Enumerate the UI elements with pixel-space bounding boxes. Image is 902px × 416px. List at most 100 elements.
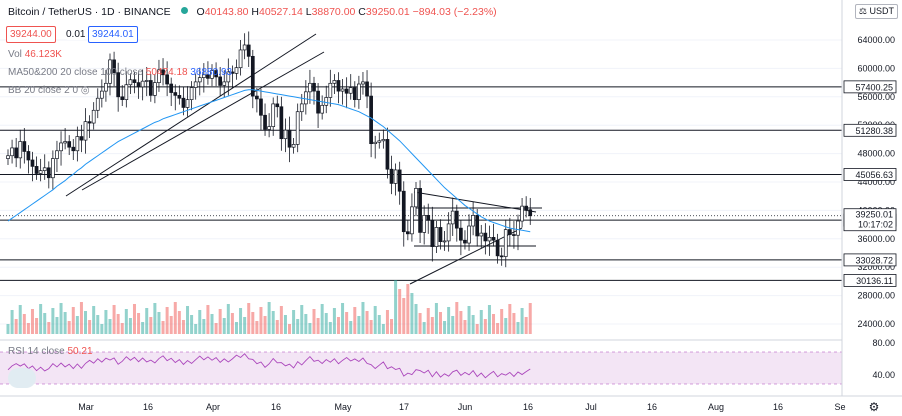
tradingview-logo[interactable]	[8, 368, 36, 388]
volume-bar	[104, 310, 108, 334]
volume-bar	[292, 310, 296, 334]
volume-bar	[51, 308, 55, 334]
volume-bar	[116, 314, 120, 334]
volume-bar	[516, 322, 520, 334]
time-tick-label: Jun	[458, 402, 473, 412]
candle-body	[491, 237, 496, 241]
candle-body	[393, 169, 398, 184]
volume-bar	[500, 309, 504, 334]
price-tick-label: 48000.00	[857, 149, 895, 159]
price-tick-label: 24000.00	[857, 319, 895, 329]
high-value: 40527.14	[259, 6, 303, 18]
candle-body	[230, 71, 235, 74]
candle-body	[446, 223, 451, 242]
volume-legend[interactable]: Vol 46.123K	[8, 49, 62, 60]
candle-body	[467, 225, 471, 244]
volume-bar	[451, 316, 455, 334]
candle-body	[104, 82, 108, 92]
level-label-box	[843, 274, 897, 287]
buy-button[interactable]: 39244.01	[88, 26, 138, 43]
volume-bar	[214, 323, 218, 334]
candle-body	[87, 121, 92, 124]
gear-icon[interactable]: ⚙	[869, 400, 880, 414]
volume-bar	[434, 303, 438, 334]
trendline	[409, 227, 523, 285]
candle-body	[161, 69, 165, 76]
rsi-pane	[0, 339, 902, 385]
eye-hidden-icon[interactable]: ◎	[80, 85, 90, 96]
candle-body	[108, 59, 112, 84]
candle-body	[91, 109, 96, 124]
volume-bar	[492, 314, 496, 334]
level-label: 45056.63	[855, 170, 893, 180]
rsi-value: 50.21	[67, 346, 93, 357]
candle-body	[157, 69, 161, 83]
time-tick-label: 16	[773, 402, 783, 412]
bb-legend[interactable]: BB 20 close 2 0 ◎	[8, 85, 90, 96]
volume-bar	[353, 307, 357, 334]
volume-bar	[385, 310, 389, 334]
volume-bar	[239, 308, 243, 334]
price-tick-label: 60000.00	[857, 63, 895, 73]
price-tick-label: 56000.00	[857, 92, 895, 102]
volume-bar	[30, 309, 34, 334]
volume-bar	[271, 311, 275, 334]
candle-body	[316, 90, 320, 114]
volume-bar	[390, 319, 394, 334]
level-label: 33028.72	[855, 255, 893, 265]
volume-bar	[190, 315, 194, 334]
candle-body	[259, 98, 263, 116]
ma-legend[interactable]: MA50&200 20 close 100 close 50474.18 368…	[8, 67, 233, 78]
volume-bar	[210, 314, 214, 334]
volume-bar	[165, 307, 169, 334]
price-tick-label: 36000.00	[857, 234, 895, 244]
candle-body	[26, 151, 31, 161]
symbol-title[interactable]: Bitcoin / TetherUS · 1D · BINANCE	[8, 6, 171, 18]
candle-body	[14, 147, 19, 159]
volume-bar	[63, 312, 67, 334]
candle-body	[299, 103, 304, 113]
rsi-legend[interactable]: RSI 14 close 50.21	[8, 346, 93, 357]
volume-bar	[402, 298, 406, 334]
candle-body	[55, 150, 59, 159]
volume-bar	[67, 321, 71, 334]
rsi-band	[0, 352, 842, 384]
candle-body	[185, 99, 190, 108]
candle-body	[263, 114, 267, 130]
trendlines	[65, 33, 542, 285]
volume-bar	[186, 306, 190, 334]
volume-bar	[22, 314, 26, 334]
volume-bar	[308, 323, 312, 334]
time-tick-label: 16	[523, 402, 533, 412]
candle-body	[169, 83, 174, 93]
level-label-box	[843, 123, 897, 137]
spread-value: 0.01	[66, 29, 86, 40]
candle-body	[352, 87, 357, 100]
candle-body	[487, 237, 492, 242]
currency-label[interactable]: ⚖ USDT	[854, 4, 898, 19]
volume-bar	[275, 320, 279, 334]
volume-bar	[524, 317, 528, 334]
candle-body	[512, 234, 516, 236]
candle-body	[275, 103, 280, 108]
candle-body	[463, 239, 467, 244]
candle-body	[165, 74, 169, 85]
close-value: 39250.01	[365, 6, 410, 18]
volume-bar	[422, 322, 426, 334]
volume-bar	[296, 319, 300, 334]
volume-bar	[39, 304, 43, 334]
time-tick-label: Aug	[708, 402, 724, 412]
volume-bars	[6, 280, 532, 334]
sell-button[interactable]: 39244.00	[6, 26, 56, 43]
time-tick-label: 16	[647, 402, 657, 412]
volume-bar	[373, 306, 377, 334]
volume-bar	[520, 308, 524, 334]
time-tick-label: Se	[834, 402, 845, 412]
candle-body	[418, 188, 422, 233]
candle-body	[173, 92, 178, 96]
candle-body	[405, 231, 410, 235]
price-axis: 64000.0060000.0056000.0052000.0048000.00…	[841, 0, 902, 416]
candle-body	[51, 158, 55, 179]
candlesticks	[6, 31, 533, 268]
